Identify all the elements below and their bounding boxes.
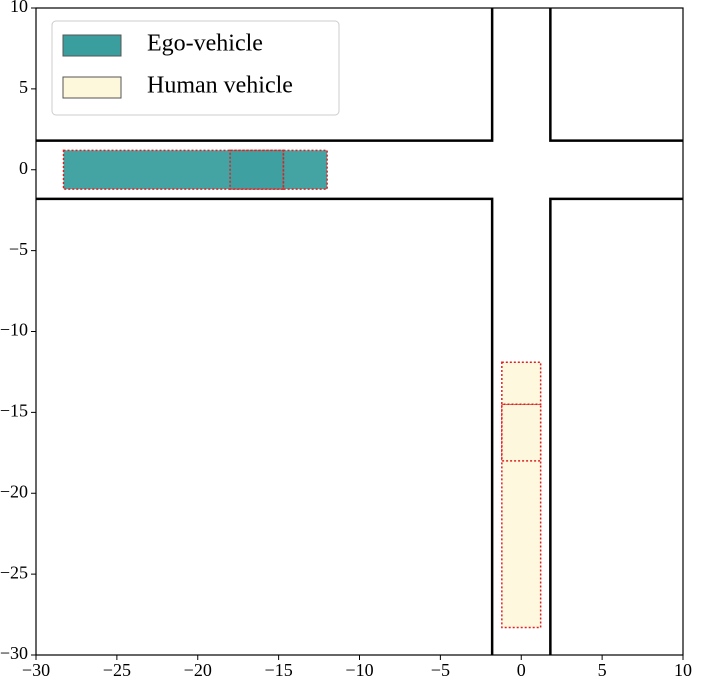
y-tick-label: 10 xyxy=(10,0,28,16)
y-tick-label: −15 xyxy=(0,401,28,421)
y-tick-label: −10 xyxy=(0,320,28,340)
road-edge xyxy=(36,8,494,142)
x-tick-label: −25 xyxy=(103,660,131,680)
y-tick-label: −25 xyxy=(0,562,28,582)
y-tick-label: 0 xyxy=(19,158,28,178)
x-tick-label: −10 xyxy=(345,660,373,680)
road-edge xyxy=(549,197,683,655)
vehicle-box xyxy=(282,149,328,190)
legend-label: Ego-vehicle xyxy=(147,31,263,57)
legend-swatch xyxy=(62,34,122,57)
vehicle xyxy=(62,149,328,190)
vehicle xyxy=(501,361,542,629)
x-tick-label: 0 xyxy=(517,660,526,680)
road-edge xyxy=(549,8,683,142)
legend-swatch xyxy=(62,76,122,99)
y-tick-label: −30 xyxy=(0,643,28,663)
x-tick-label: −15 xyxy=(265,660,293,680)
legend: Ego-vehicle Human vehicle xyxy=(51,20,340,116)
y-tick-label: −20 xyxy=(0,481,28,501)
legend-frame xyxy=(51,20,340,116)
y-tick-label: 5 xyxy=(19,77,28,97)
x-tick-label: 5 xyxy=(598,660,607,680)
vehicle-box xyxy=(501,403,542,462)
vehicle-box xyxy=(501,361,542,406)
x-tick-label: −5 xyxy=(431,660,450,680)
vehicle-box xyxy=(229,149,285,190)
x-tick-label: 10 xyxy=(674,660,692,680)
legend-label: Human vehicle xyxy=(147,73,293,99)
y-tick-label: −5 xyxy=(9,239,28,259)
x-tick-label: −30 xyxy=(22,660,50,680)
x-tick-label: −20 xyxy=(184,660,212,680)
road-edge xyxy=(36,197,494,655)
